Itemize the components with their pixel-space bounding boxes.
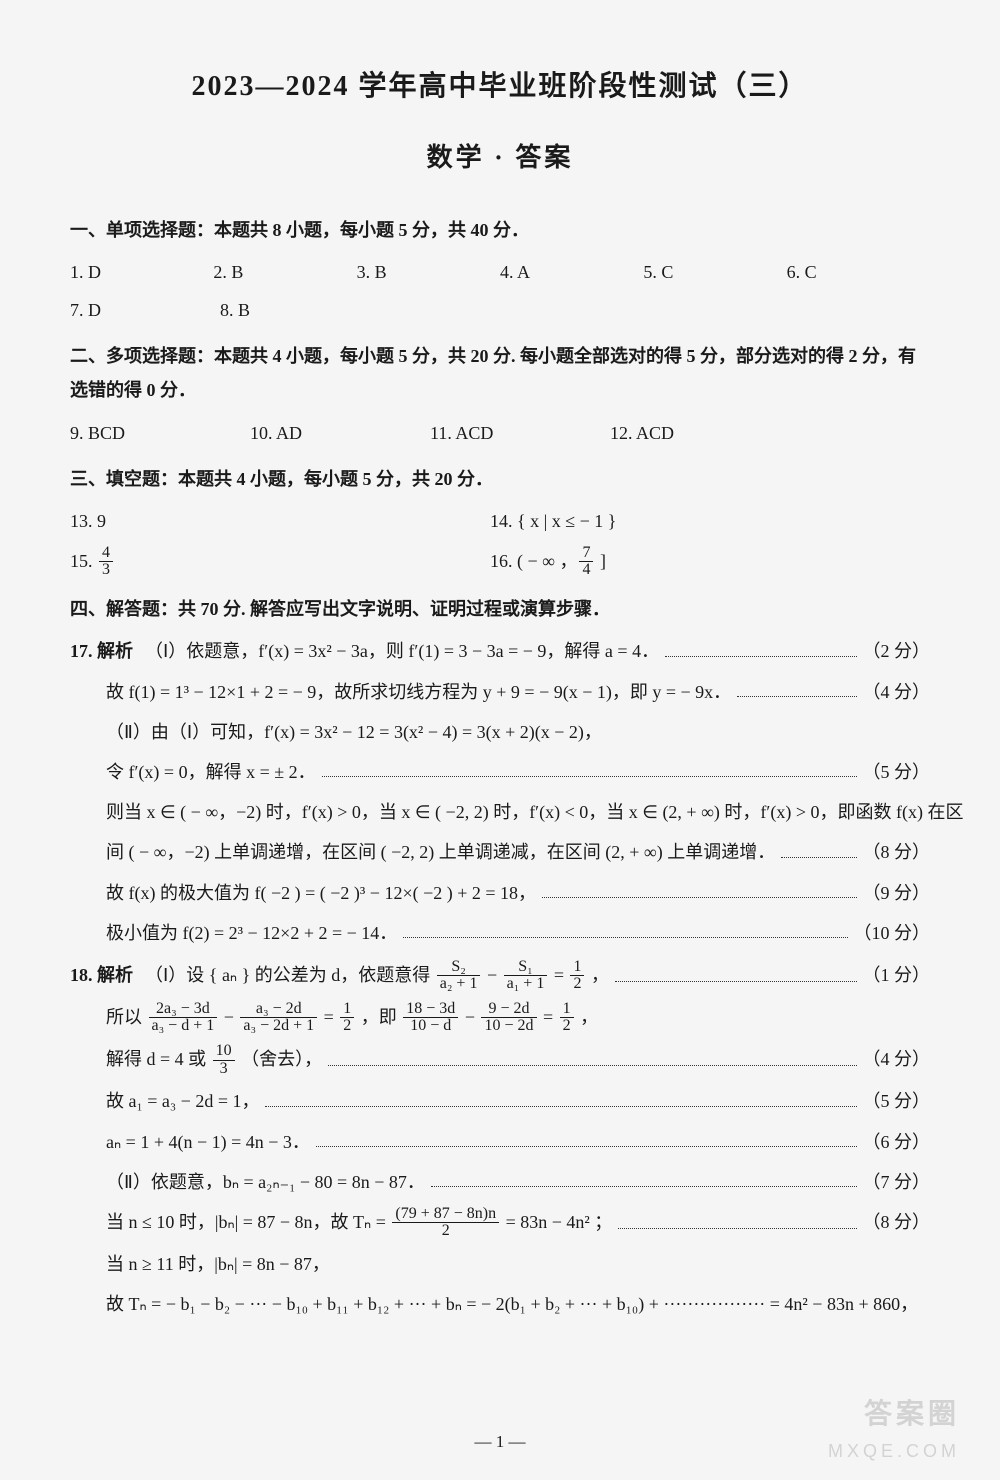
ans-3: 3. B: [357, 255, 500, 289]
frac: 18 − 3d10 − d: [403, 1001, 458, 1036]
section-1-head: 一、单项选择题：本题共 8 小题，每小题 5 分，共 40 分．: [70, 213, 930, 247]
ans-15: 15. 43: [70, 544, 490, 580]
dots: [403, 937, 847, 938]
ans-16-pre: 16.: [490, 551, 517, 571]
q18-l1: （Ⅰ）设 { aₙ } 的公差为 d，依题意得 S₂a₂ + 1 − S₁a₁ …: [145, 958, 609, 994]
q17-l7: 极小值为 f(2) = 2³ − 12×2 + 2 = − 14．: [106, 916, 397, 950]
solution-18: 18. 解析 （Ⅰ）设 { aₙ } 的公差为 d，依题意得 S₂a₂ + 1 …: [70, 958, 930, 1322]
section-4-head: 四、解答题：共 70 分. 解答应写出文字说明、证明过程或演算步骤．: [70, 592, 930, 626]
q18-head: 18. 解析: [70, 958, 133, 992]
score: （8 分）: [863, 835, 931, 869]
answer-row: 1. D 2. B 3. B 4. A 5. C 6. C: [70, 255, 930, 289]
q18-l3: 解得 d = 4 或 103 （舍去），: [106, 1042, 322, 1078]
q18-l7: 当 n ≤ 10 时，|bₙ| = 87 − 8n，故 Tₙ = (79 + 8…: [106, 1205, 612, 1241]
q17-l6: 故 f(x) 的极大值为 f( −2 ) = ( −2 )³ − 12×( −2…: [106, 876, 536, 910]
ans-11: 11. ACD: [430, 416, 610, 450]
dots: [737, 696, 856, 697]
sub-title: 数学 · 答案: [70, 133, 930, 182]
q17-head: 17. 解析: [70, 634, 133, 668]
frac: 12: [340, 1001, 354, 1036]
frac: S₁a₁ + 1: [504, 959, 548, 994]
dots: [542, 897, 856, 898]
q17-l3: （Ⅱ）由（Ⅰ）可知，f′(x) = 3x² − 12 = 3(x² − 4) =…: [106, 715, 602, 749]
frac: (79 + 87 − 8n)n2: [392, 1206, 499, 1241]
score: （1 分）: [863, 958, 931, 992]
dots: [265, 1106, 856, 1107]
ans-1: 1. D: [70, 255, 213, 289]
dots: [665, 656, 856, 657]
frac: 12: [560, 1001, 574, 1036]
frac: 103: [213, 1043, 235, 1078]
frac: 43: [99, 545, 113, 580]
q18-l9: 故 Tₙ = − b₁ − b₂ − ··· − b₁₀ + b₁₁ + b₁₂…: [106, 1287, 918, 1321]
frac: S₂a₂ + 1: [437, 959, 481, 994]
q18-l4: 故 a₁ = a₃ − 2d = 1，: [106, 1084, 259, 1118]
dots: [316, 1146, 857, 1147]
fill-row: 15. 43 16. ( − ∞ ，74 ]: [70, 544, 930, 580]
q17-l2: 故 f(1) = 1³ − 12×1 + 2 = − 9，故所求切线方程为 y …: [106, 675, 731, 709]
answer-row: 9. BCD 10. AD 11. ACD 12. ACD: [70, 416, 930, 450]
q17-l4: 令 f′(x) = 0，解得 x = ± 2．: [106, 755, 316, 789]
main-title: 2023—2024 学年高中毕业班阶段性测试（三）: [70, 60, 930, 113]
fill-row: 13. 9 14. { x | x ≤ − 1 }: [70, 504, 930, 538]
frac: 2a₃ − 3da₃ − d + 1: [149, 1001, 218, 1036]
score: （5 分）: [863, 755, 931, 789]
score: （6 分）: [863, 1125, 931, 1159]
ans-8: 8. B: [220, 293, 370, 327]
ans-16-lead: ( − ∞ ，: [517, 551, 577, 571]
ans-13: 13. 9: [70, 504, 490, 538]
ans-4: 4. A: [500, 255, 643, 289]
ans-7: 7. D: [70, 293, 220, 327]
ans-16: 16. ( − ∞ ，74 ]: [490, 544, 930, 580]
solution-17: 17. 解析 （Ⅰ）依题意，f′(x) = 3x² − 3a，则 f′(1) =…: [70, 634, 930, 950]
dots: [322, 776, 857, 777]
dots: [781, 857, 856, 858]
ans-2: 2. B: [213, 255, 356, 289]
ans-12: 12. ACD: [610, 416, 790, 450]
frac: 12: [570, 959, 584, 994]
section-2-head: 二、多项选择题：本题共 4 小题，每小题 5 分，共 20 分. 每小题全部选对…: [70, 339, 930, 407]
q17-l5b: 间 ( − ∞，−2) 上单调递增，在区间 ( −2, 2) 上单调递减，在区间…: [106, 835, 775, 869]
q17-l1: （Ⅰ）依题意，f′(x) = 3x² − 3a，则 f′(1) = 3 − 3a…: [145, 634, 659, 668]
ans-16-tail: ]: [595, 551, 606, 571]
ans-15-pre: 15.: [70, 551, 97, 571]
section-3-head: 三、填空题：本题共 4 小题，每小题 5 分，共 20 分．: [70, 462, 930, 496]
score: （9 分）: [863, 876, 931, 910]
dots: [615, 981, 857, 982]
score: （7 分）: [863, 1165, 931, 1199]
q18-l5: aₙ = 1 + 4(n − 1) = 4n − 3．: [106, 1125, 310, 1159]
watermark-2: MXQE.COM: [828, 1434, 960, 1468]
score: （8 分）: [863, 1205, 931, 1239]
frac: 74: [579, 545, 593, 580]
watermark-1: 答案圈: [864, 1387, 960, 1440]
dots: [618, 1228, 856, 1229]
score: （2 分）: [863, 634, 931, 668]
dots: [328, 1065, 856, 1066]
score: （4 分）: [863, 675, 931, 709]
frac: 9 − 2d10 − 2d: [481, 1001, 536, 1036]
q17-l5a: 则当 x ∈ ( − ∞，−2) 时，f′(x) > 0，当 x ∈ ( −2,…: [106, 795, 963, 829]
score: （10 分）: [854, 916, 931, 950]
ans-6: 6. C: [787, 255, 930, 289]
ans-5: 5. C: [643, 255, 786, 289]
ans-10: 10. AD: [250, 416, 430, 450]
score: （5 分）: [863, 1084, 931, 1118]
ans-14: 14. { x | x ≤ − 1 }: [490, 504, 930, 538]
score: （4 分）: [863, 1042, 931, 1076]
q18-l2: 所以 2a₃ − 3da₃ − d + 1 − a₃ − 2da₃ − 2d +…: [106, 1000, 598, 1036]
q18-l6: （Ⅱ）依题意，bₙ = a₂ₙ₋₁ − 80 = 8n − 87．: [106, 1165, 425, 1199]
answer-row: 7. D 8. B: [70, 293, 930, 327]
dots: [431, 1186, 857, 1187]
ans-9: 9. BCD: [70, 416, 250, 450]
q18-l8: 当 n ≥ 11 时，|bₙ| = 8n − 87，: [106, 1247, 330, 1281]
frac: a₃ − 2da₃ − 2d + 1: [240, 1001, 317, 1036]
